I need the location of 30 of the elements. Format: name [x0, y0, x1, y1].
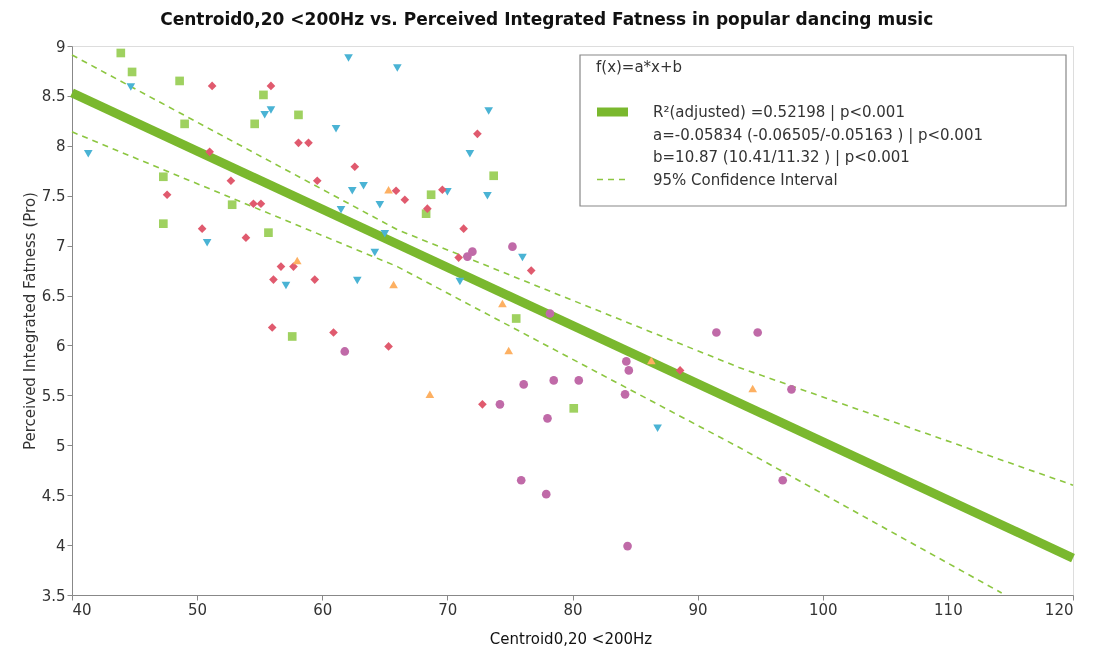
y-tick-label: 8: [55, 137, 66, 156]
y-tick-label: 7.5: [41, 187, 66, 206]
legend-label: R²(adjusted) =0.52198 | p<0.001: [653, 103, 905, 121]
y-tick-label: 8.5: [41, 87, 66, 106]
annotation: a=-0.05834 (-0.06505/-0.05163 ) | p<0.001: [653, 125, 983, 144]
x-tick-label: 110: [934, 600, 963, 619]
chart-title: Centroid0,20 <200Hz vs. Perceived Integrated Fatness in popular dancing music: [160, 9, 934, 29]
x-axis-title: Centroid0,20 <200Hz: [489, 630, 653, 648]
y-tick-label: 3.5: [41, 586, 66, 605]
y-tick-label: 4.5: [41, 486, 66, 505]
x-tick-label: 120: [1044, 600, 1074, 619]
x-tick-label: 60: [313, 600, 333, 619]
x-tick-label: 50: [188, 600, 208, 619]
x-tick-label: 100: [808, 600, 838, 619]
x-tick-label: 90: [688, 600, 708, 619]
x-tick-label: 70: [438, 600, 458, 619]
y-tick-label: 6.5: [41, 287, 66, 306]
x-tick-label: 40: [72, 600, 92, 619]
y-tick-label: 9: [55, 37, 66, 56]
y-tick-label: 4: [55, 536, 66, 555]
y-tick-label: 5: [55, 436, 66, 455]
legend-label: 95% Confidence Interval: [653, 170, 838, 189]
legend-title: f(x)=a*x+b: [596, 58, 683, 76]
y-tick-label: 5.5: [41, 386, 66, 405]
y-tick-label: 7: [55, 237, 66, 256]
y-axis-title: Perceived Integrated Fatness (Pro): [20, 192, 39, 450]
y-tick-label: 6: [55, 336, 66, 355]
x-tick-label: 80: [563, 600, 583, 619]
annotation: b=10.87 (10.41/11.32 ) | p<0.001: [653, 148, 910, 166]
line-series: [71, 54, 1074, 486]
